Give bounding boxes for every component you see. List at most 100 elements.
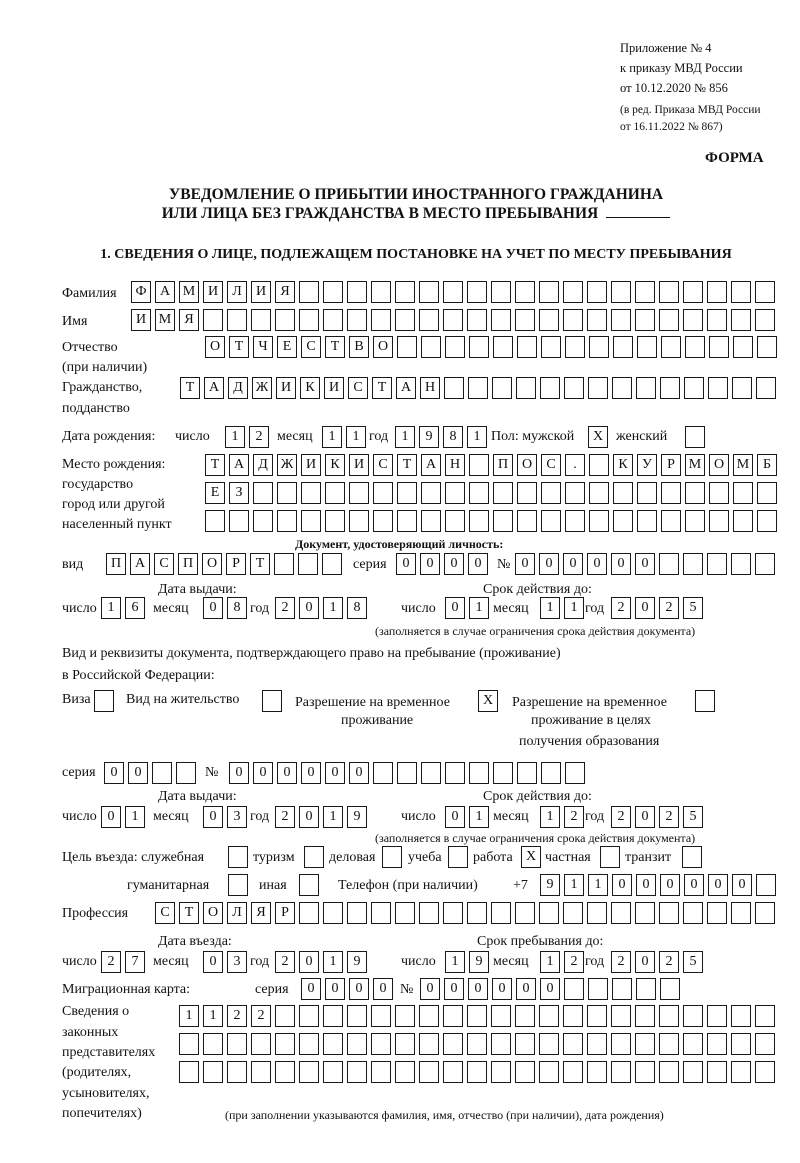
- char-box[interactable]: [274, 553, 294, 575]
- char-box[interactable]: 0: [299, 806, 319, 828]
- char-box[interactable]: 0: [299, 951, 319, 973]
- char-box[interactable]: [589, 482, 609, 504]
- char-box[interactable]: И: [349, 454, 369, 476]
- char-box[interactable]: Т: [372, 377, 392, 399]
- char-box[interactable]: Я: [251, 902, 271, 924]
- char-box[interactable]: [397, 510, 417, 532]
- char-box[interactable]: [373, 482, 393, 504]
- char-box[interactable]: [275, 1033, 295, 1055]
- char-box[interactable]: Ж: [277, 454, 297, 476]
- char-box[interactable]: [443, 1033, 463, 1055]
- char-box[interactable]: 1: [346, 426, 366, 448]
- char-box[interactable]: 0: [349, 762, 369, 784]
- char-box[interactable]: [371, 1033, 391, 1055]
- char-box[interactable]: С: [348, 377, 368, 399]
- char-box[interactable]: [419, 1033, 439, 1055]
- char-box[interactable]: 3: [227, 951, 247, 973]
- char-box[interactable]: [371, 309, 391, 331]
- char-box[interactable]: [563, 1033, 583, 1055]
- char-box[interactable]: [733, 336, 753, 358]
- char-box[interactable]: С: [373, 454, 393, 476]
- char-box[interactable]: 1: [323, 806, 343, 828]
- char-box[interactable]: 0: [445, 597, 465, 619]
- char-box[interactable]: [564, 978, 584, 1000]
- char-box[interactable]: Б: [757, 454, 777, 476]
- char-box[interactable]: 1: [323, 597, 343, 619]
- char-box[interactable]: У: [637, 454, 657, 476]
- char-box[interactable]: [262, 690, 282, 712]
- char-box[interactable]: 0: [516, 978, 536, 1000]
- char-box[interactable]: 0: [444, 978, 464, 1000]
- char-box[interactable]: 0: [468, 978, 488, 1000]
- char-box[interactable]: [469, 336, 489, 358]
- char-box[interactable]: 0: [612, 874, 632, 896]
- char-box[interactable]: [299, 281, 319, 303]
- char-box[interactable]: 0: [708, 874, 728, 896]
- char-box[interactable]: 8: [227, 597, 247, 619]
- char-box[interactable]: 0: [587, 553, 607, 575]
- char-box[interactable]: И: [301, 454, 321, 476]
- char-box[interactable]: Т: [229, 336, 249, 358]
- char-box[interactable]: Н: [420, 377, 440, 399]
- char-box[interactable]: [419, 902, 439, 924]
- char-box[interactable]: 0: [299, 597, 319, 619]
- char-box[interactable]: [515, 309, 535, 331]
- char-box[interactable]: Я: [275, 281, 295, 303]
- char-box[interactable]: 2: [611, 806, 631, 828]
- char-box[interactable]: [253, 510, 273, 532]
- char-box[interactable]: [445, 482, 465, 504]
- char-box[interactable]: [659, 902, 679, 924]
- char-box[interactable]: [635, 1005, 655, 1027]
- char-box[interactable]: [757, 482, 777, 504]
- char-box[interactable]: [395, 281, 415, 303]
- char-box[interactable]: Л: [227, 902, 247, 924]
- char-box[interactable]: 0: [203, 951, 223, 973]
- char-box[interactable]: [587, 902, 607, 924]
- char-box[interactable]: 8: [347, 597, 367, 619]
- char-box[interactable]: [683, 281, 703, 303]
- char-box[interactable]: М: [179, 281, 199, 303]
- char-box[interactable]: [756, 377, 776, 399]
- char-box[interactable]: З: [229, 482, 249, 504]
- char-box[interactable]: [539, 1061, 559, 1083]
- char-box[interactable]: [515, 1005, 535, 1027]
- char-box[interactable]: [94, 690, 114, 712]
- char-box[interactable]: 0: [444, 553, 464, 575]
- char-box[interactable]: А: [229, 454, 249, 476]
- char-box[interactable]: [515, 1033, 535, 1055]
- char-box[interactable]: 1: [564, 597, 584, 619]
- char-box[interactable]: [251, 309, 271, 331]
- char-box[interactable]: [228, 874, 248, 896]
- char-box[interactable]: [493, 482, 513, 504]
- char-box[interactable]: М: [685, 454, 705, 476]
- char-box[interactable]: [467, 1033, 487, 1055]
- char-box[interactable]: [493, 510, 513, 532]
- char-box[interactable]: [600, 846, 620, 868]
- char-box[interactable]: [467, 309, 487, 331]
- char-box[interactable]: [757, 336, 777, 358]
- char-box[interactable]: [517, 510, 537, 532]
- char-box[interactable]: 2: [275, 951, 295, 973]
- char-box[interactable]: С: [541, 454, 561, 476]
- char-box[interactable]: 2: [101, 951, 121, 973]
- char-box[interactable]: [323, 902, 343, 924]
- char-box[interactable]: [322, 553, 342, 575]
- char-box[interactable]: [491, 309, 511, 331]
- char-box[interactable]: [179, 1061, 199, 1083]
- char-box[interactable]: [613, 482, 633, 504]
- char-box[interactable]: П: [106, 553, 126, 575]
- char-box[interactable]: 1: [564, 874, 584, 896]
- char-box[interactable]: [395, 1033, 415, 1055]
- char-box[interactable]: 0: [128, 762, 148, 784]
- char-box[interactable]: [755, 309, 775, 331]
- char-box[interactable]: 2: [251, 1005, 271, 1027]
- char-box[interactable]: [515, 281, 535, 303]
- char-box[interactable]: Т: [205, 454, 225, 476]
- char-box[interactable]: [419, 1061, 439, 1083]
- char-box[interactable]: [397, 336, 417, 358]
- char-box[interactable]: Е: [277, 336, 297, 358]
- char-box[interactable]: [517, 482, 537, 504]
- char-box[interactable]: [613, 510, 633, 532]
- char-box[interactable]: [397, 482, 417, 504]
- char-box[interactable]: [563, 1005, 583, 1027]
